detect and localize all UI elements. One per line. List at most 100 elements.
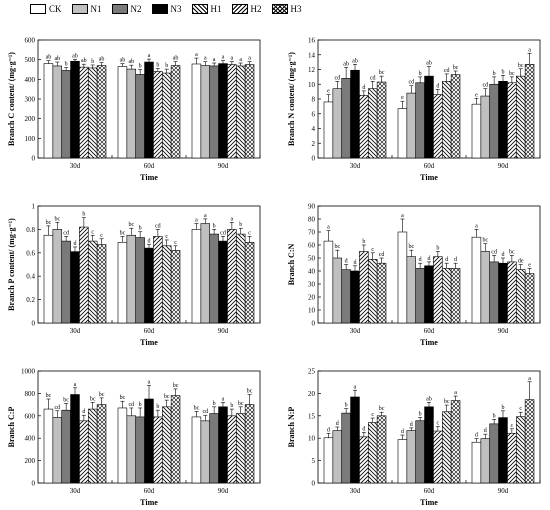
bar-n3-90d xyxy=(498,417,508,484)
significance-letter: a xyxy=(327,225,330,231)
x-tick-label: 30d xyxy=(350,327,361,335)
bar-n2-90d xyxy=(489,83,499,159)
bar-n3-60d xyxy=(424,75,434,159)
y-tick-label: 16 xyxy=(308,37,316,45)
x-tick-label: 90d xyxy=(498,487,509,495)
significance-letter: ab xyxy=(128,59,134,65)
bar-n3-60d xyxy=(144,247,154,324)
significance-letter: cd xyxy=(155,223,161,229)
bar-ck-60d xyxy=(397,439,408,484)
significance-letter: b xyxy=(65,62,68,68)
y-tick-label: 20 xyxy=(308,294,316,302)
significance-letter: c xyxy=(511,423,514,429)
y-tick-label: 20 xyxy=(308,390,316,398)
bar-h2-90d xyxy=(515,269,526,324)
x-tick-label: 60d xyxy=(424,487,435,495)
significance-letter: de xyxy=(518,259,524,265)
bar-n1-90d xyxy=(480,438,491,484)
significance-letter: a xyxy=(354,384,357,390)
y-axis-title: Branch N content/ (mg·g⁻¹) xyxy=(287,52,296,146)
bar-n3-30d xyxy=(350,396,360,484)
significance-letter: b xyxy=(156,404,159,410)
bar-h3-60d xyxy=(450,400,461,484)
bar-n2-60d xyxy=(415,82,425,159)
significance-letter: bc xyxy=(54,216,60,222)
significance-letter: bc xyxy=(444,399,450,405)
significance-letter: cd xyxy=(220,230,226,236)
y-tick-label: 40 xyxy=(308,268,316,276)
significance-letter: bc xyxy=(99,392,105,398)
bar-h1-60d xyxy=(433,94,443,159)
significance-letter: cd xyxy=(128,402,134,408)
significance-letter: c xyxy=(371,247,374,253)
bar-ck-60d xyxy=(117,407,128,484)
y-tick-label: 0 xyxy=(312,320,316,328)
significance-letter: d xyxy=(436,83,439,89)
legend-swatch xyxy=(271,4,288,14)
significance-letter: c xyxy=(100,233,103,239)
bar-h1-90d xyxy=(227,415,237,484)
significance-letter: a xyxy=(528,376,531,382)
x-tick-label: 90d xyxy=(218,162,229,170)
bar-h2-60d xyxy=(161,406,172,484)
bar-h1-30d xyxy=(79,226,89,324)
bar-h2-90d xyxy=(515,416,526,484)
bar-n2-30d xyxy=(341,412,351,484)
x-tick-label: 30d xyxy=(350,162,361,170)
bar-n2-60d xyxy=(415,268,425,324)
y-tick-label: 25 xyxy=(308,368,316,376)
significance-letter: b xyxy=(230,403,233,409)
legend-swatch xyxy=(71,4,88,14)
bar-h2-60d xyxy=(161,72,172,159)
bar-h1-30d xyxy=(359,95,369,159)
bar-h3-60d xyxy=(450,268,461,324)
significance-letter: bc xyxy=(46,220,52,226)
legend: CK N1 N2 N3 H1 H2 H3 xyxy=(30,4,308,14)
y-tick-label: 0 xyxy=(312,155,316,163)
bar-h1-30d xyxy=(79,66,89,159)
bar-ck-90d xyxy=(191,416,202,484)
bar-n1-30d xyxy=(332,88,343,159)
bar-ck-90d xyxy=(191,229,202,324)
y-tick-label: 400 xyxy=(25,76,36,84)
bar-n1-90d xyxy=(480,95,491,159)
bar-n1-30d xyxy=(52,417,63,484)
significance-letter: bc xyxy=(482,238,488,244)
bar-ck-30d xyxy=(43,234,54,324)
significance-letter: a xyxy=(195,52,198,58)
bar-h2-30d xyxy=(87,408,98,484)
bar-h1-90d xyxy=(227,229,237,324)
bar-n1-90d xyxy=(200,65,211,159)
significance-letter: ab xyxy=(72,53,78,59)
significance-letter: b xyxy=(239,222,242,228)
significance-letter: b xyxy=(502,405,505,411)
significance-letter: b xyxy=(156,63,159,69)
significance-letter: bc xyxy=(120,230,126,236)
bar-h3-30d xyxy=(376,81,387,159)
bar-n2-90d xyxy=(209,413,219,484)
legend-item-n3: N3 xyxy=(151,4,182,14)
significance-letter: d xyxy=(410,422,413,428)
bar-ck-30d xyxy=(323,101,334,159)
x-tick-label: 90d xyxy=(218,487,229,495)
bar-ck-60d xyxy=(117,66,128,159)
y-tick-label: 1000 xyxy=(21,368,36,376)
bar-n3-60d xyxy=(144,61,154,159)
bar-n2-90d xyxy=(209,65,219,159)
significance-letter: ab xyxy=(352,58,358,64)
y-axis-title: Branch P content/ (mg·g⁻¹) xyxy=(7,218,16,311)
y-tick-label: 200 xyxy=(25,115,36,123)
significance-letter: bc xyxy=(120,395,126,401)
bar-h2-90d xyxy=(235,65,246,159)
bar-n1-30d xyxy=(332,430,343,484)
significance-letter: e xyxy=(327,89,330,95)
significance-letter: c xyxy=(91,229,94,235)
bar-n1-90d xyxy=(200,223,211,324)
bar-n3-30d xyxy=(350,69,360,159)
bar-h3-30d xyxy=(96,244,107,324)
significance-letter: d xyxy=(502,252,505,258)
x-tick-label: 60d xyxy=(144,162,155,170)
bar-n3-30d xyxy=(70,251,80,324)
significance-letter: bc xyxy=(90,396,96,402)
